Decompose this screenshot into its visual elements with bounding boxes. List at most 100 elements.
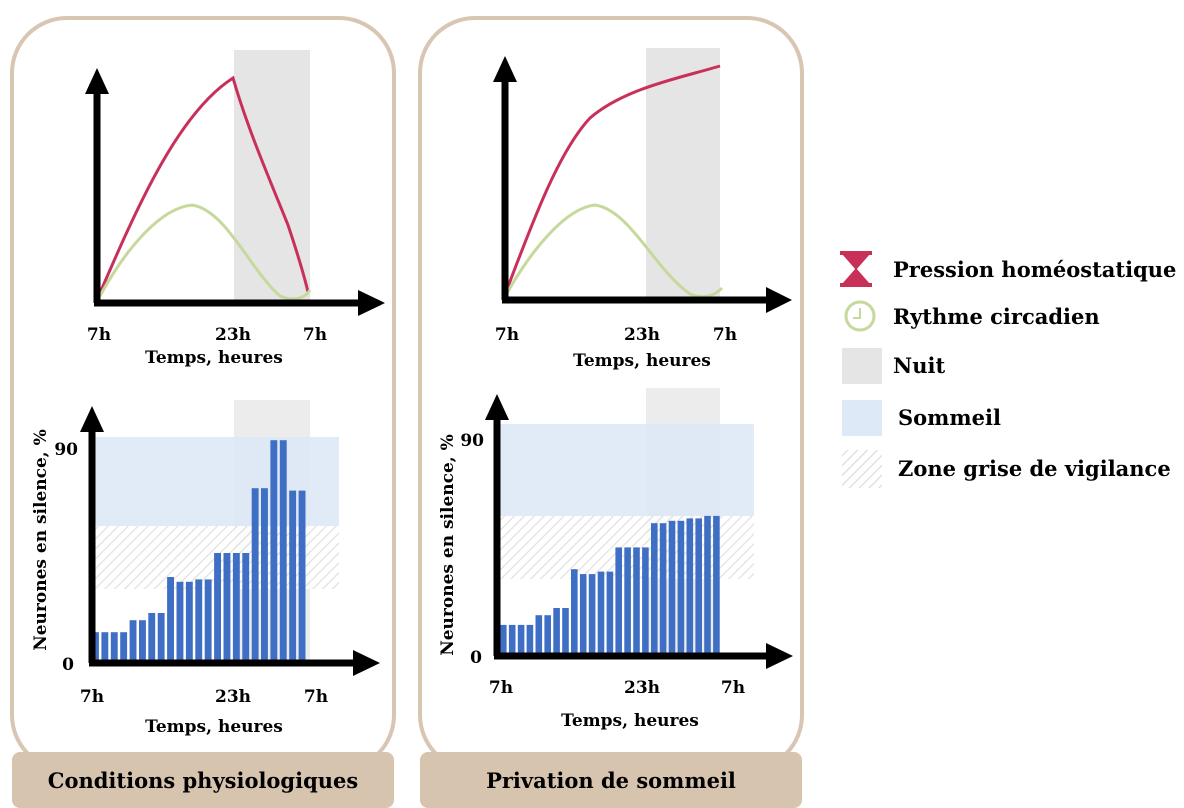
x-axis-arrow — [766, 287, 792, 313]
bar — [214, 553, 221, 661]
footer-label-privation: Privation de sommeil — [486, 768, 736, 793]
bar — [686, 518, 694, 654]
y-axis-label: Neurones en silence, % — [31, 429, 51, 651]
bar — [677, 520, 685, 654]
top-chart-privation: 7h 23h 7h Temps, heures — [493, 48, 792, 371]
bar — [544, 615, 551, 654]
legend-label-night: Nuit — [893, 353, 945, 378]
bar — [659, 523, 667, 654]
bar — [129, 620, 137, 661]
x-tick-middle: 23h — [624, 325, 660, 345]
x-axis-label: Temps, heures — [573, 351, 711, 371]
curve-circadian — [98, 203, 312, 301]
bar — [167, 577, 174, 661]
legend-label-homeostatic: Pression homéostatique — [893, 257, 1176, 282]
bar — [279, 440, 287, 661]
footer-box-privation — [420, 752, 802, 808]
bar — [148, 613, 156, 661]
x-tick-end: 7h — [303, 325, 327, 345]
bar — [120, 632, 128, 661]
curve-homeostatic — [504, 64, 721, 293]
bar — [176, 581, 184, 661]
x-tick-end: 7h — [713, 325, 737, 345]
bar — [553, 608, 560, 654]
bottom-chart-physio: 90 0 Neurones en silence, % 7h 23h 7h Te… — [31, 400, 380, 737]
top-chart-physio: 7h 23h 7h Temps, heures — [85, 50, 385, 368]
sleep-swatch — [842, 400, 882, 436]
bar — [157, 613, 165, 661]
bar — [526, 624, 534, 654]
bar — [695, 518, 702, 654]
x-tick-start: 7h — [489, 678, 513, 698]
y-axis-arrow — [85, 68, 109, 94]
bar — [642, 547, 649, 654]
x-tick-end: 7h — [304, 687, 328, 707]
bar — [101, 632, 109, 661]
bar — [251, 488, 259, 661]
curve-homeostatic — [98, 75, 310, 294]
x-tick-middle: 23h — [624, 678, 660, 698]
bar — [139, 620, 146, 661]
x-tick-start: 7h — [495, 325, 519, 345]
bar — [668, 520, 676, 654]
y-axis-arrow — [493, 56, 517, 82]
night-swatch — [842, 348, 882, 384]
bar — [508, 624, 516, 654]
bottom-chart-privation: 90 0 Neurones en silence, % 7h 23h 7h Te… — [438, 388, 793, 731]
y-tick-max: 90 — [54, 440, 78, 460]
y-tick-min: 0 — [62, 655, 74, 675]
x-tick-middle: 23h — [215, 687, 251, 707]
bar — [624, 547, 631, 654]
bars-privation — [500, 515, 720, 654]
night-region — [234, 50, 310, 305]
bar — [270, 440, 278, 661]
y-axis-arrow — [485, 394, 509, 420]
bar — [597, 571, 605, 654]
sleep-band — [500, 424, 754, 516]
x-axis-label: Temps, heures — [561, 711, 699, 731]
legend: Pression homéostatique Rythme circadien … — [840, 251, 1176, 488]
bar — [223, 553, 231, 661]
legend-label-circadian: Rythme circadien — [893, 304, 1100, 329]
hourglass-icon — [840, 251, 872, 287]
legend-label-grey-zone: Zone grise de vigilance — [898, 456, 1171, 481]
bar — [704, 515, 711, 654]
x-axis-arrow — [358, 290, 385, 316]
bar — [261, 488, 268, 661]
bar — [110, 632, 118, 661]
x-tick-middle: 23h — [215, 325, 251, 345]
y-tick-max: 90 — [460, 431, 484, 451]
bar — [204, 579, 212, 661]
bar — [562, 608, 569, 654]
bar — [588, 574, 596, 654]
x-tick-start: 7h — [80, 687, 104, 707]
clock-icon — [844, 300, 876, 332]
bar — [606, 571, 614, 654]
x-tick-start: 7h — [87, 325, 111, 345]
hatch-swatch — [842, 450, 882, 488]
bar — [633, 547, 640, 654]
bar — [500, 624, 507, 654]
y-axis-arrow — [80, 406, 104, 432]
bar — [195, 579, 203, 661]
bar — [713, 515, 720, 654]
bar — [651, 523, 658, 654]
x-axis-label: Temps, heures — [145, 348, 283, 368]
bar — [579, 574, 587, 654]
night-region — [646, 48, 720, 300]
bar — [615, 547, 622, 654]
bar — [571, 569, 578, 654]
x-axis-arrow — [353, 650, 380, 676]
bar — [535, 615, 543, 654]
x-axis-label: Temps, heures — [145, 717, 283, 737]
x-axis-arrow — [766, 643, 793, 669]
footer-box-physio — [12, 752, 394, 808]
footer-label-physio: Conditions physiologiques — [48, 768, 358, 793]
sleep-band — [92, 437, 339, 526]
y-axis-label: Neurones en silence, % — [438, 434, 458, 656]
legend-label-sleep: Sommeil — [898, 405, 1001, 430]
bar — [232, 553, 240, 661]
bar — [289, 490, 297, 661]
y-tick-min: 0 — [470, 648, 482, 668]
